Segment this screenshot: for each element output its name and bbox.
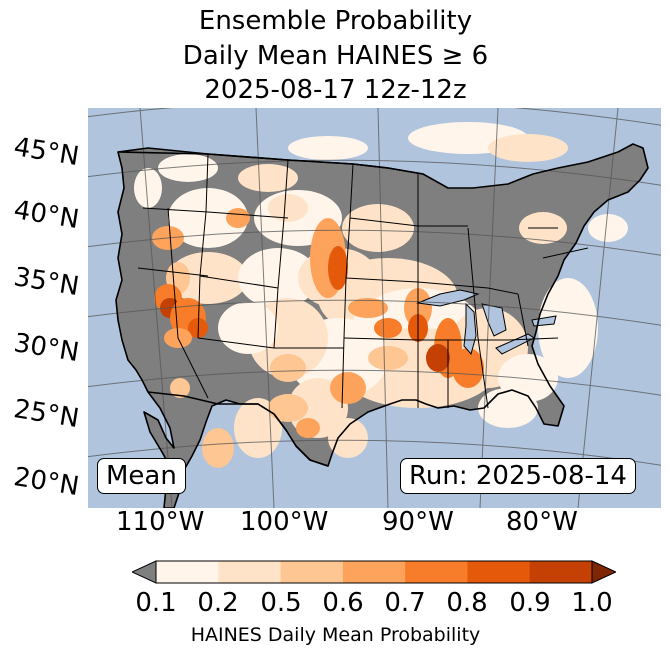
colorbar-bin-0 <box>156 561 219 583</box>
colorbar-tick-4: 0.7 <box>384 588 426 618</box>
state-line-7 <box>197 337 275 349</box>
lat-label-40: 40°N <box>11 195 82 236</box>
prob-cell-28 <box>270 354 306 382</box>
title-line-3: 2025-08-17 12z-12z <box>204 75 467 105</box>
lat-label-20: 20°N <box>11 462 82 503</box>
prob-cell-48 <box>170 378 190 398</box>
colorbar-bin-6 <box>529 561 593 583</box>
graticule-lat-4 <box>88 369 661 396</box>
prob-cell-44 <box>368 346 408 370</box>
state-line-18 <box>507 337 559 341</box>
prob-cell-20 <box>218 302 278 354</box>
graticule-lat-1 <box>88 159 661 186</box>
title-line-1: Ensemble Probability <box>198 6 473 36</box>
run-date-box: Run: 2025-08-14 <box>400 458 636 494</box>
title-line-2: Daily Mean HAINES ≥ 6 <box>182 41 489 71</box>
state-line-9 <box>349 217 419 227</box>
stat-label-box: Mean <box>97 458 186 494</box>
graticule-lon-3 <box>479 108 499 508</box>
prob-cell-4 <box>288 136 368 160</box>
prob-cell-5 <box>168 188 248 248</box>
graticule-lat-0 <box>88 108 661 126</box>
graticule-lon-1 <box>255 108 275 508</box>
prob-cell-25 <box>226 208 250 228</box>
prob-cell-43 <box>348 298 388 318</box>
lake-michigan <box>463 302 477 356</box>
canada-border <box>117 151 424 175</box>
state-line-17 <box>487 287 519 295</box>
prob-cell-17 <box>478 388 538 428</box>
state-line-0 <box>142 207 209 213</box>
prob-cell-35 <box>426 344 450 372</box>
state-line-6 <box>199 275 279 289</box>
prob-cell-22 <box>328 418 368 458</box>
colorbar-bin-2 <box>280 561 344 583</box>
state-line-14 <box>417 281 489 289</box>
colorbar <box>132 560 616 584</box>
lon-label-110: 110°W <box>116 507 205 537</box>
lon-label-90: 90°W <box>382 507 454 537</box>
prob-cell-45 <box>202 428 234 468</box>
colorbar-tick-2: 0.5 <box>260 588 302 618</box>
prob-cell-8 <box>342 204 414 252</box>
colorbar-label: HAINES Daily Mean Probability <box>190 624 481 646</box>
state-line-5 <box>207 211 289 219</box>
graticule-lat-2 <box>88 229 661 256</box>
prob-cell-42 <box>374 318 402 338</box>
prob-cell-31 <box>328 246 348 290</box>
colorbar-under-arrow <box>132 560 157 584</box>
prob-cell-0 <box>158 154 218 182</box>
prob-cell-24 <box>538 278 598 378</box>
lake-huron <box>481 303 507 337</box>
colorbar-over-arrow <box>591 560 616 584</box>
prob-cell-7 <box>268 194 308 222</box>
state-line-3 <box>273 159 289 349</box>
colorbar-tick-5: 0.8 <box>446 588 488 618</box>
colorbar-tick-6: 0.9 <box>509 588 551 618</box>
state-line-11 <box>343 337 419 341</box>
graticule-lat-3 <box>88 299 661 326</box>
prob-cell-47 <box>296 418 320 438</box>
graticule-lon-0 <box>139 108 173 508</box>
graticule-lon-2 <box>377 108 389 508</box>
prob-cell-29 <box>330 372 366 404</box>
lon-label-80: 80°W <box>506 507 578 537</box>
state-line-10 <box>345 277 419 283</box>
lat-label-25: 25°N <box>11 394 82 435</box>
prob-cell-36 <box>452 348 484 388</box>
mexico-border <box>147 391 329 467</box>
graticule-lat-5 <box>88 439 661 466</box>
colorbar-bin-4 <box>405 561 468 583</box>
state-line-21 <box>167 207 209 399</box>
colorbar-bin-1 <box>218 561 282 583</box>
lat-label-30: 30°N <box>11 328 82 369</box>
prob-cell-51 <box>134 168 162 208</box>
colorbar-tick-0: 0.1 <box>135 588 177 618</box>
prob-cell-1 <box>238 164 298 192</box>
state-line-23 <box>542 247 589 259</box>
prob-cell-10 <box>238 248 318 308</box>
probability-map <box>88 108 661 508</box>
state-line-19 <box>517 293 529 347</box>
state-line-2 <box>197 153 209 339</box>
prob-cell-3 <box>488 134 568 162</box>
colorbar-tick-3: 0.6 <box>322 588 364 618</box>
colorbar-bin-5 <box>467 561 531 583</box>
colorbar-tick-1: 0.2 <box>197 588 239 618</box>
lon-label-100: 100°W <box>240 507 329 537</box>
state-line-16 <box>467 227 489 409</box>
prob-cell-46 <box>268 394 308 422</box>
colorbar-bin-3 <box>342 561 406 583</box>
prob-cell-50 <box>588 214 628 242</box>
lat-label-35: 35°N <box>11 262 82 303</box>
graticule-lon-4 <box>577 108 619 508</box>
colorbar-tick-7: 1.0 <box>571 588 613 618</box>
coastline <box>115 143 649 508</box>
lat-label-45: 45°N <box>11 132 82 173</box>
prob-cell-9 <box>168 252 248 304</box>
